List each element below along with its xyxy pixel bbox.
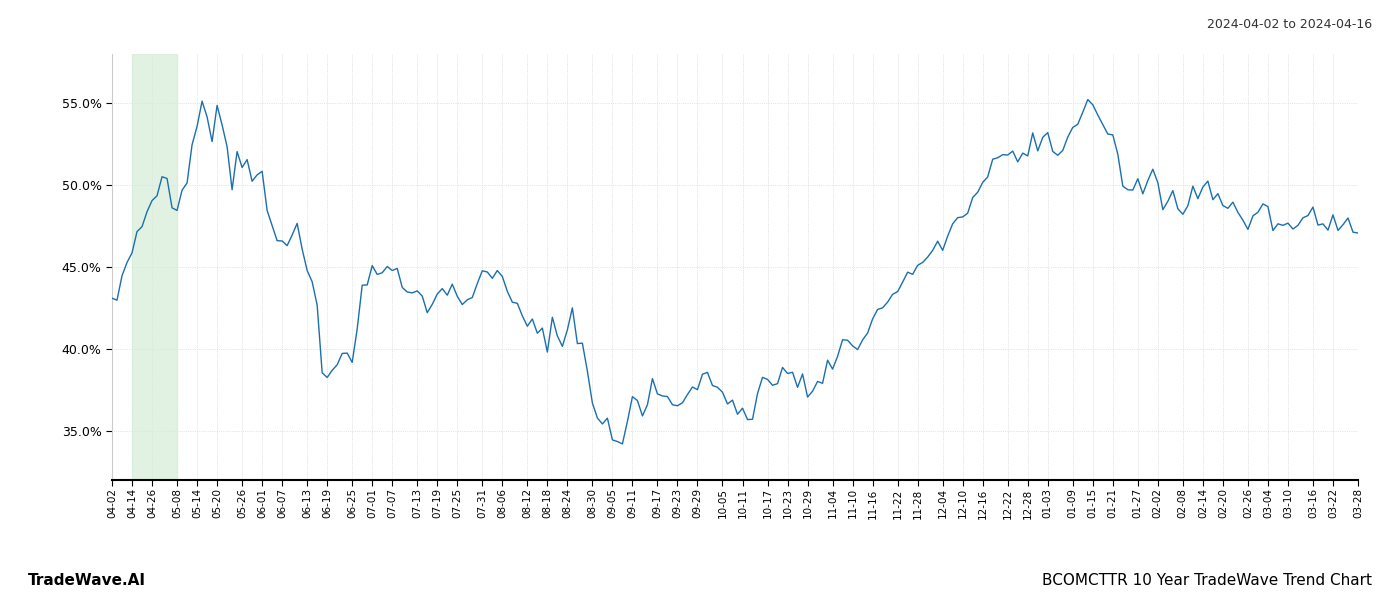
Bar	[132, 54, 176, 480]
Text: 2024-04-02 to 2024-04-16: 2024-04-02 to 2024-04-16	[1207, 18, 1372, 31]
Text: BCOMCTTR 10 Year TradeWave Trend Chart: BCOMCTTR 10 Year TradeWave Trend Chart	[1042, 573, 1372, 588]
Text: TradeWave.AI: TradeWave.AI	[28, 573, 146, 588]
